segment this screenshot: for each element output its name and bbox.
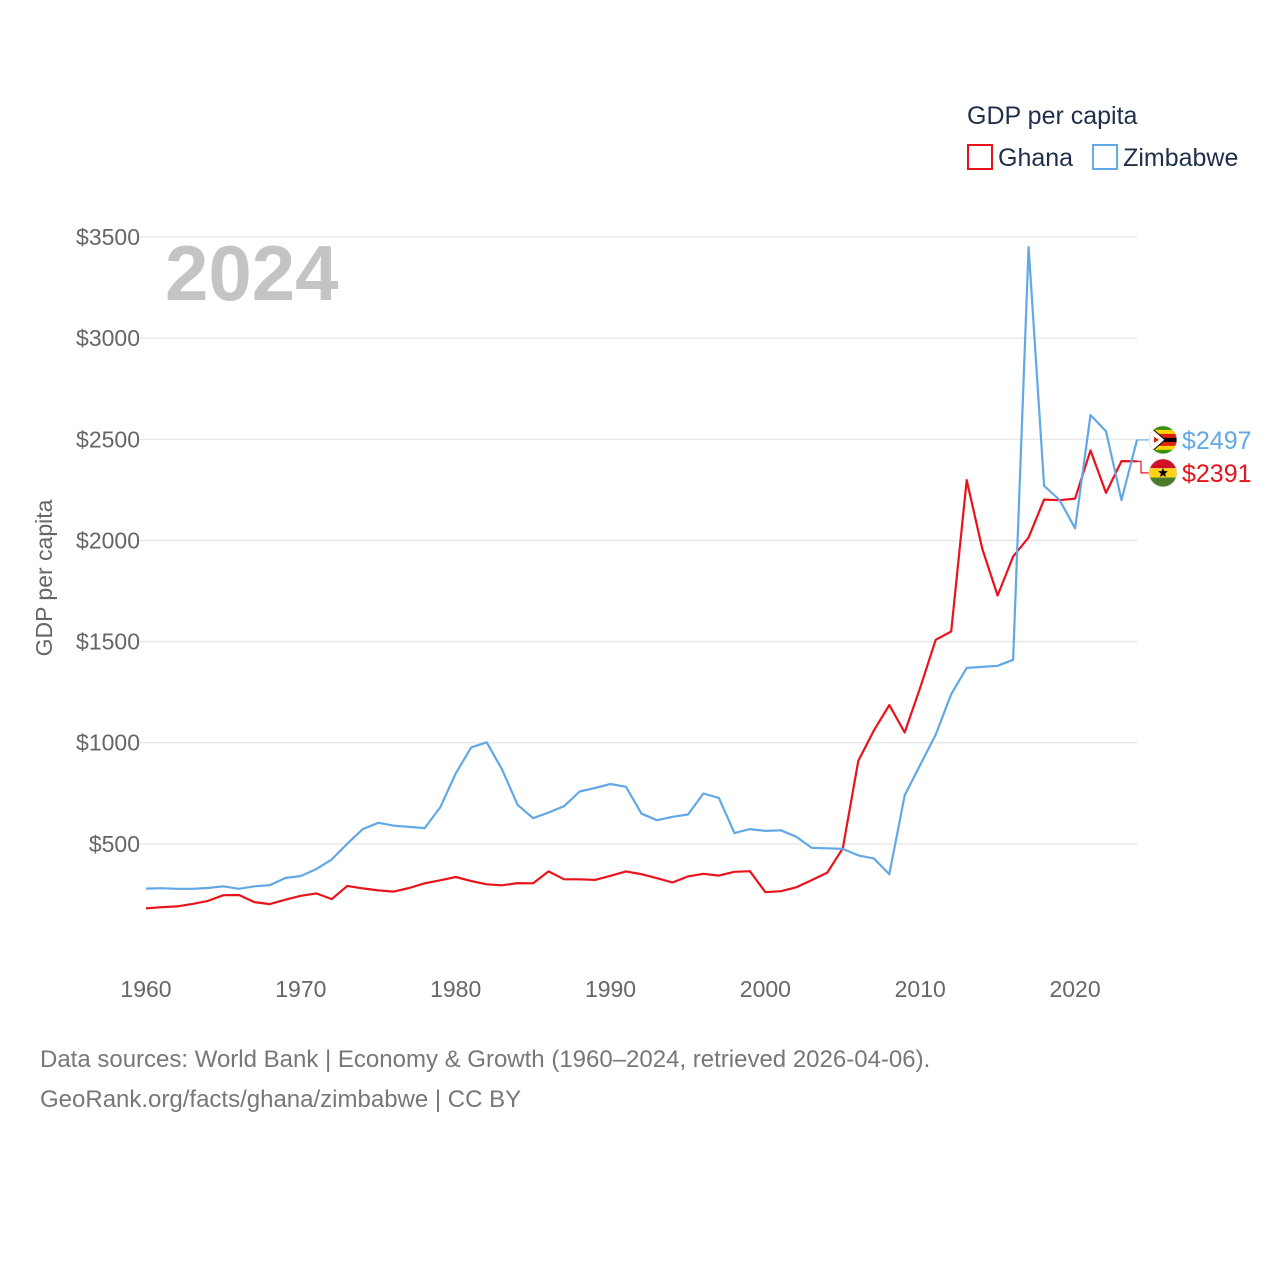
legend-swatch-ghana (967, 144, 993, 170)
series-lines (145, 246, 1139, 910)
ghana-flag-icon (1149, 458, 1177, 487)
y-axis-label: GDP per capita (31, 499, 57, 656)
legend-swatch-zimbabwe (1092, 144, 1119, 170)
y-tick-label: $1500 (76, 629, 140, 655)
end-markers: $2497 $2391 (1137, 425, 1252, 488)
series-line-zimbabwe (145, 246, 1139, 890)
x-tick-label: 2000 (740, 976, 791, 1002)
zimbabwe-flag-icon (1149, 425, 1177, 454)
x-axis-ticks: 1960 1970 1980 1990 2000 2010 2020 (120, 976, 1100, 1002)
legend: GDP per capita Ghana Zimbabwe (967, 102, 1238, 172)
y-tick-label: $3000 (76, 325, 140, 351)
legend-label: Zimbabwe (1123, 144, 1238, 172)
footer-attribution: GeoRank.org/facts/ghana/zimbabwe | CC BY (40, 1086, 522, 1113)
y-axis-ticks: $500 $1000 $1500 $2000 $2500 $3000 $3500 (76, 224, 140, 857)
y-tick-label: $2500 (76, 426, 140, 452)
line-chart: $500$1000$1500$2000$2500$3000$3500 1960 1… (31, 102, 1252, 1002)
x-tick-label: 1980 (430, 976, 481, 1002)
y-tick-label: $1000 (76, 730, 140, 756)
year-label: 2024 (165, 229, 339, 317)
footer-sources: Data sources: World Bank | Economy & Gro… (40, 1046, 931, 1073)
series-line-ghana (145, 449, 1138, 910)
legend-label: Ghana (998, 144, 1073, 172)
x-tick-label: 1960 (120, 976, 171, 1002)
x-tick-label: 2020 (1049, 976, 1100, 1002)
x-tick-label: 1970 (275, 976, 326, 1002)
legend-title: GDP per capita (967, 102, 1138, 130)
end-connector (1137, 460, 1149, 474)
grid-lines (140, 236, 1137, 845)
x-tick-label: 1990 (585, 976, 636, 1002)
footer: Data sources: World Bank | Economy & Gro… (40, 1040, 930, 1120)
y-tick-label: $3500 (76, 224, 140, 250)
y-tick-label: $500 (89, 831, 140, 857)
end-value-label: $2391 (1182, 460, 1252, 488)
end-value-label: $2497 (1182, 427, 1252, 455)
x-tick-label: 2010 (895, 976, 946, 1002)
y-tick-label: $2000 (76, 527, 140, 553)
